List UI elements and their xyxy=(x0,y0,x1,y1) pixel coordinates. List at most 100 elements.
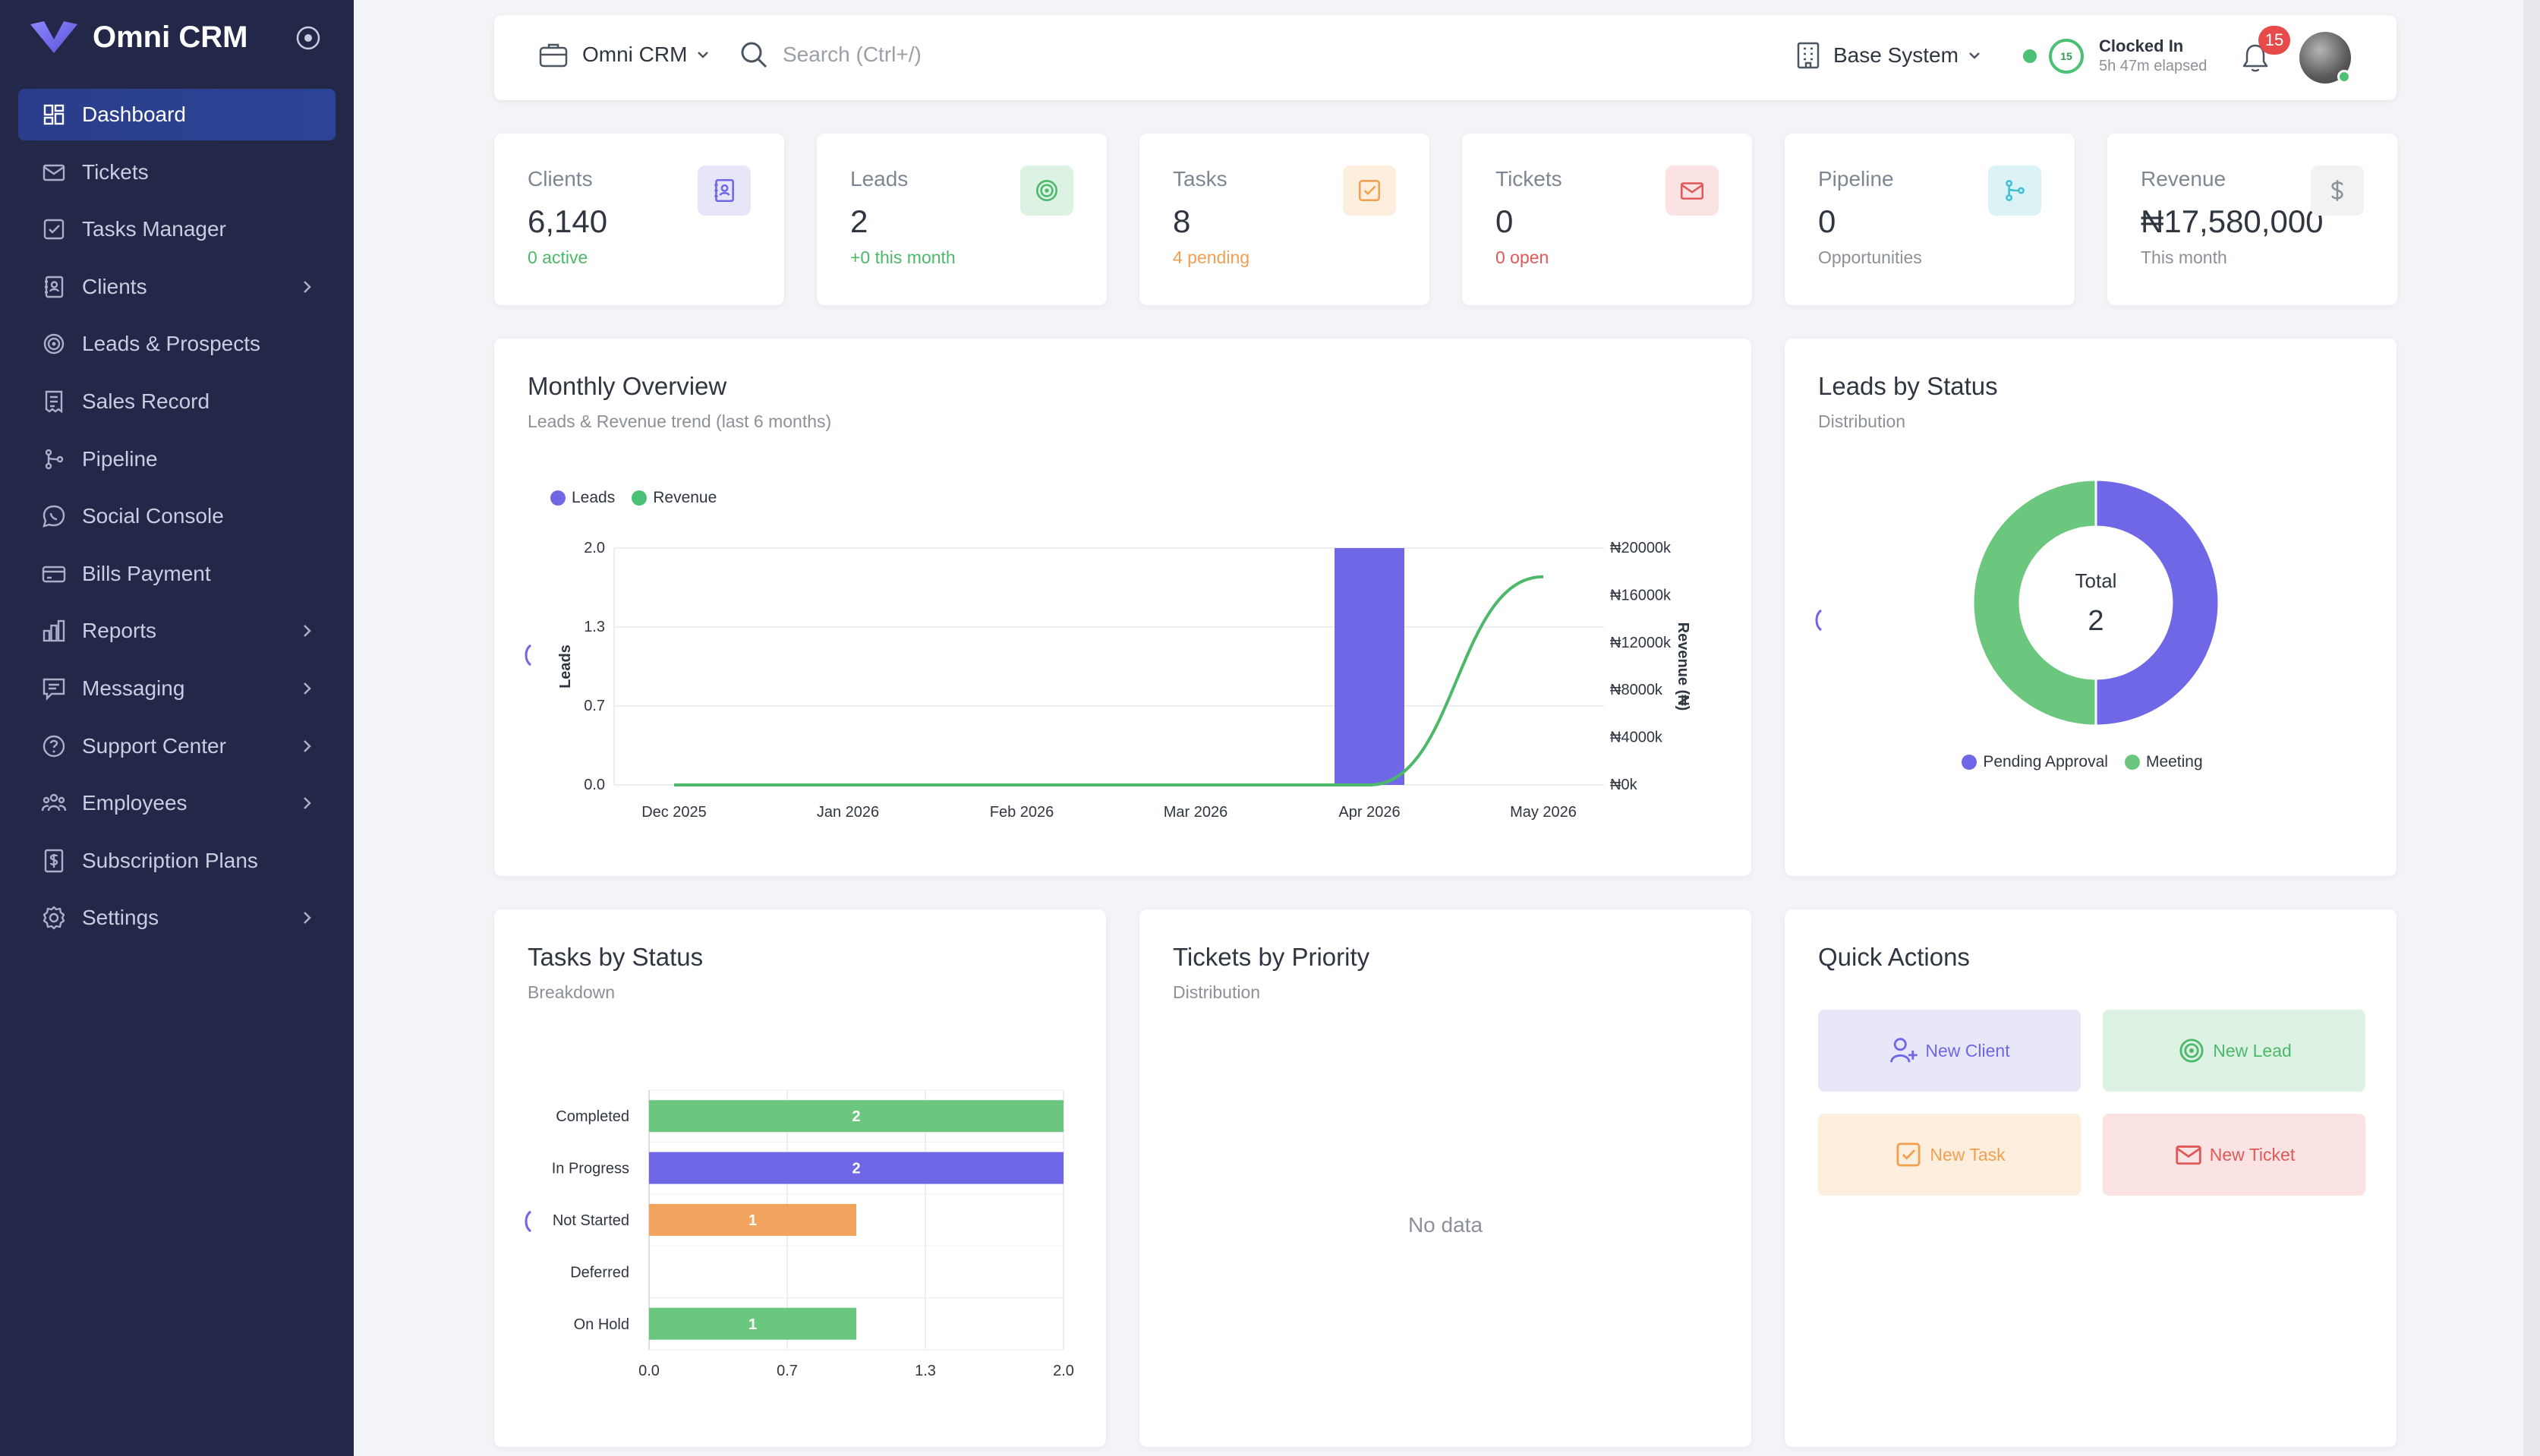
clock-status[interactable]: 15 Clocked In 5h 47m elapsed xyxy=(2023,36,2207,75)
target-icon xyxy=(43,334,65,355)
sidebar-item-bills-payment[interactable]: Bills Payment xyxy=(18,548,336,600)
window-scrollbar[interactable] xyxy=(2523,0,2540,1456)
bar-leads[interactable] xyxy=(1335,548,1404,785)
stat-card-pipeline[interactable]: Pipeline 0 Opportunities xyxy=(1785,134,2075,305)
help-icon xyxy=(43,735,65,757)
brand-name: Omni CRM xyxy=(93,20,248,54)
sidebar-item-messaging[interactable]: Messaging xyxy=(18,663,336,714)
stat-subtext: Opportunities xyxy=(1818,247,1922,267)
new-task-button[interactable]: New Task xyxy=(1818,1114,2081,1196)
stat-icon-box xyxy=(1988,165,2041,216)
sidebar-item-subscription-plans[interactable]: Subscription Plans xyxy=(18,835,336,887)
search-bar[interactable]: Search (Ctrl+/) xyxy=(739,39,922,70)
target-icon xyxy=(1036,180,1057,201)
stat-label: Leads xyxy=(850,167,909,191)
leads-status-donut-chart: Total 2 xyxy=(1971,478,2220,727)
tickets-priority-panel: Tickets by Priority Distribution No data xyxy=(1139,909,1751,1447)
legend-item-pending-approval[interactable]: Pending Approval xyxy=(1962,753,2108,771)
stat-icon-box xyxy=(698,165,751,216)
x-tick-label: 0.0 xyxy=(638,1363,660,1379)
sidebar-item-leads-prospects[interactable]: Leads & Prospects xyxy=(18,318,336,370)
x-tick-label: Apr 2026 xyxy=(1338,804,1400,821)
sidebar-item-label: Bills Payment xyxy=(82,561,211,585)
line-revenue[interactable] xyxy=(673,575,1544,786)
chevron-down-icon xyxy=(698,52,709,58)
sidebar-item-label: Employees xyxy=(82,791,188,815)
quick-action-label: New Lead xyxy=(2213,1040,2292,1060)
sidebar-item-tasks-manager[interactable]: Tasks Manager xyxy=(18,203,336,255)
brand[interactable]: Omni CRM xyxy=(29,18,247,56)
mail-icon xyxy=(2176,1146,2201,1165)
new-client-button[interactable]: New Client xyxy=(1818,1010,2081,1092)
y-tick-label: Deferred xyxy=(570,1264,629,1281)
new-ticket-button[interactable]: New Ticket xyxy=(2103,1114,2365,1196)
system-switcher[interactable]: Base System xyxy=(1795,41,1995,70)
donut-slice[interactable] xyxy=(2094,478,2220,727)
workspace-switcher[interactable]: Omni CRM xyxy=(538,41,725,68)
sidebar-item-settings[interactable]: Settings xyxy=(18,892,336,944)
chevron-right-icon xyxy=(304,797,311,810)
target-icon xyxy=(2179,1038,2204,1063)
sidebar-item-support-center[interactable]: Support Center xyxy=(18,720,336,772)
x-tick-label: 2.0 xyxy=(1053,1363,1074,1379)
sidebar-item-social-console[interactable]: Social Console xyxy=(18,490,336,542)
bar-task-status[interactable] xyxy=(649,1100,1064,1133)
sidebar-item-sales-record[interactable]: Sales Record xyxy=(18,376,336,427)
stat-value: 2 xyxy=(850,203,868,239)
checkbox-icon xyxy=(43,219,65,240)
chart-legend: Leads Revenue xyxy=(550,489,733,507)
sidebar-nav: Dashboard Tickets Tasks Manager Clients Lead… xyxy=(18,89,336,950)
chevron-right-icon xyxy=(304,625,311,638)
y-right-axis-title: Revenue (₦) xyxy=(1675,622,1691,711)
tasks-status-chart: 0.0 0.7 1.3 2.0 Completed 2 In Progress 2 Not St… xyxy=(552,1089,1074,1379)
sidebar-item-label: Reports xyxy=(82,619,157,643)
sidebar-item-employees[interactable]: Employees xyxy=(18,777,336,829)
online-status-dot xyxy=(2023,49,2037,63)
legend-item-leads[interactable]: Leads xyxy=(550,489,615,507)
search-input[interactable]: Search (Ctrl+/) xyxy=(783,43,922,66)
sidebar-item-label: Support Center xyxy=(82,733,226,758)
bar-task-status[interactable] xyxy=(649,1152,1064,1184)
clock-status-label: Clocked In xyxy=(2099,36,2184,55)
bar-task-status[interactable] xyxy=(649,1307,856,1340)
stat-value: ₦17,580,000 xyxy=(2141,203,2324,239)
x-tick-label: May 2026 xyxy=(1510,804,1577,821)
stat-card-leads[interactable]: Leads 2 +0 this month xyxy=(817,134,1107,305)
sidebar-item-dashboard[interactable]: Dashboard xyxy=(18,89,336,140)
stat-icon-box xyxy=(2311,165,2364,216)
y-tick-label: 2.0 xyxy=(584,540,605,556)
sidebar-item-tickets[interactable]: Tickets xyxy=(18,147,336,198)
x-tick-label: 0.7 xyxy=(777,1363,798,1379)
clock-elapsed: 5h 47m elapsed xyxy=(2099,58,2208,74)
legend-item-meeting[interactable]: Meeting xyxy=(2124,753,2203,771)
y-tick-label: On Hold xyxy=(574,1316,629,1333)
quick-actions-panel: Quick Actions New Client New Lead New Task… xyxy=(1785,909,2397,1447)
new-lead-button[interactable]: New Lead xyxy=(2103,1010,2365,1092)
sidebar-toggle-icon[interactable] xyxy=(295,24,322,52)
sidebar-item-pipeline[interactable]: Pipeline xyxy=(18,433,336,485)
sidebar-item-label: Subscription Plans xyxy=(82,848,258,872)
stat-icon-box xyxy=(1665,165,1719,216)
y-right-tick-label: ₦20000k xyxy=(1610,540,1672,556)
stat-card-revenue[interactable]: Revenue ₦17,580,000 This month xyxy=(2107,134,2397,305)
sidebar-item-reports[interactable]: Reports xyxy=(18,605,336,657)
legend-item-revenue[interactable]: Revenue xyxy=(632,489,717,507)
bar-task-status[interactable] xyxy=(649,1204,856,1236)
message-icon xyxy=(43,678,65,701)
stat-subtext: This month xyxy=(2141,247,2227,267)
stat-label: Clients xyxy=(528,167,593,191)
y-tick-label: Not Started xyxy=(553,1212,629,1229)
donut-slice[interactable] xyxy=(1971,478,2097,727)
search-icon xyxy=(741,42,767,68)
stat-card-clients[interactable]: Clients 6,140 0 active xyxy=(494,134,784,305)
sidebar-item-label: Social Console xyxy=(82,504,224,528)
stat-card-tickets[interactable]: Tickets 0 0 open xyxy=(1462,134,1752,305)
contact-book-icon xyxy=(45,276,64,298)
stat-subtext: 0 active xyxy=(528,247,588,267)
contact-book-icon xyxy=(714,178,734,203)
bar-value-label: 1 xyxy=(748,1316,757,1333)
sidebar-item-clients[interactable]: Clients xyxy=(18,261,336,313)
chevron-right-icon xyxy=(304,739,311,752)
sidebar-item-label: Tasks Manager xyxy=(82,217,226,241)
stat-card-tasks[interactable]: Tasks 8 4 pending xyxy=(1139,134,1429,305)
